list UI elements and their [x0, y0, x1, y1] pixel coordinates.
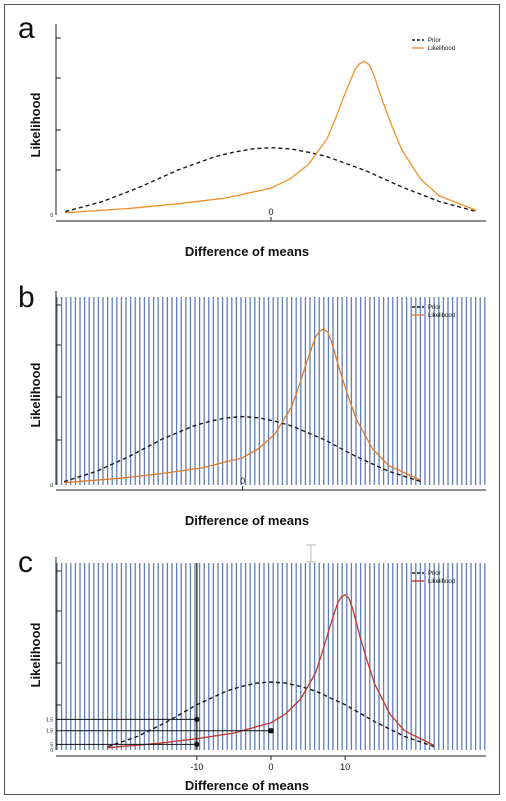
- likelihood-series-line: [107, 594, 435, 749]
- panel-label-a: a: [18, 12, 35, 45]
- prior-series-line: [65, 147, 477, 213]
- panel-label-b: b: [18, 281, 35, 314]
- panel-b: b Likelihood Difference of means 00 Prio…: [18, 281, 486, 528]
- series-group-c: [107, 594, 435, 749]
- y-tick-label: 0: [50, 213, 53, 219]
- y-tick-label: 1.5: [46, 717, 53, 723]
- x-tick-label: 10: [340, 762, 350, 772]
- legend-label-prior: Prior: [428, 571, 441, 577]
- panel-label-c: c: [18, 546, 33, 579]
- y-axis-label-a: Likelihood: [28, 92, 43, 157]
- legend-label-likelihood: Likelihood: [428, 46, 455, 52]
- legend-a: Prior Likelihood: [412, 38, 455, 52]
- x-tick-label: -10: [190, 762, 203, 772]
- y-tick-label: 5: [50, 742, 53, 748]
- x-tick-label: 0: [240, 476, 245, 486]
- series-group-a: [65, 60, 477, 214]
- legend-label-likelihood: Likelihood: [428, 313, 455, 319]
- prior-series-line: [107, 681, 435, 748]
- panel-a: a Likelihood Difference of means 00 Prio…: [18, 12, 486, 259]
- likelihood-series-line: [64, 328, 422, 484]
- legend-label-likelihood: Likelihood: [428, 579, 455, 585]
- likelihood-series-line: [65, 60, 477, 214]
- y-axis-label-c: Likelihood: [28, 622, 43, 687]
- legend-label-prior: Prior: [428, 305, 441, 311]
- panel-c: c Likelihood Difference of means -10 0 10 1…: [18, 546, 486, 793]
- y-tick-label: 1.5: [46, 729, 53, 735]
- prior-series-line: [63, 415, 422, 483]
- striped-background-b: [56, 297, 486, 485]
- striped-background-c: [56, 563, 486, 750]
- y-tick-label: 0: [50, 748, 53, 754]
- x-axis-label-c: Difference of means: [185, 778, 309, 793]
- series-group-b: [63, 328, 422, 484]
- x-tick-label: 0: [268, 762, 273, 772]
- axes-a: 00: [50, 24, 486, 222]
- axes-b: 00: [50, 291, 486, 491]
- y-tick-label: 0: [50, 483, 53, 489]
- annotations-c: [56, 563, 274, 750]
- x-axis-label-b: Difference of means: [185, 513, 309, 528]
- y-axis-label-b: Likelihood: [28, 362, 43, 427]
- legend-label-prior: Prior: [428, 38, 441, 44]
- legend-c: Prior Likelihood: [412, 571, 455, 585]
- figure-frame: [4, 4, 500, 795]
- axes-c: -10 0 101.51.550: [46, 557, 486, 772]
- x-axis-label-a: Difference of means: [185, 244, 309, 259]
- x-tick-label: 0: [268, 207, 273, 217]
- text-cursor-icon: [306, 544, 316, 563]
- legend-b: Prior Likelihood: [412, 305, 455, 319]
